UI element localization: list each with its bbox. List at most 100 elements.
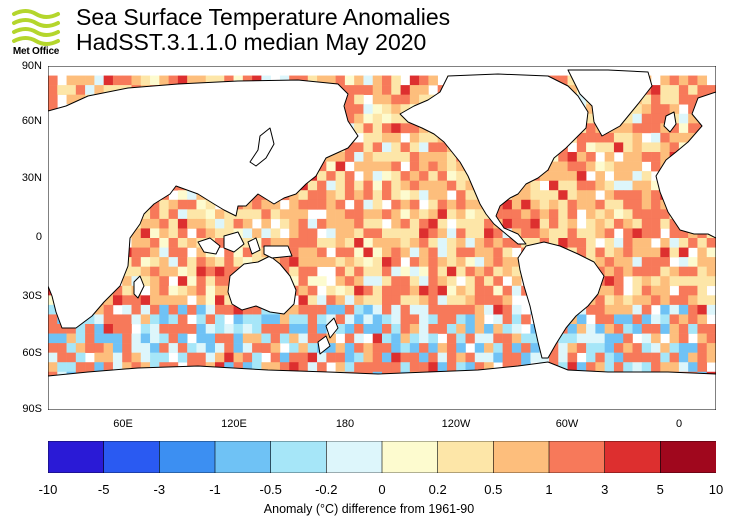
sst-grid-cell	[363, 199, 374, 210]
sst-grid-cell	[641, 180, 652, 191]
sst-grid-cell	[521, 209, 531, 220]
sst-grid-cell	[252, 228, 262, 239]
sst-grid-cell	[354, 295, 364, 306]
sst-grid-cell	[632, 266, 643, 277]
sst-grid-cell	[511, 257, 522, 267]
sst-grid-cell	[613, 343, 624, 353]
sst-grid-cell	[279, 238, 290, 248]
sst-grid-cell	[307, 75, 318, 86]
sst-grid-cell	[511, 352, 522, 363]
colorbar-tick-label: -10	[38, 482, 58, 497]
sst-grid-cell	[632, 247, 643, 258]
sst-grid-cell	[484, 352, 494, 363]
colorbar-swatch	[548, 441, 606, 473]
sst-grid-cell	[484, 266, 494, 277]
sst-grid-cell	[177, 352, 188, 363]
sst-grid-cell	[604, 199, 615, 210]
lon-label-60e: 60E	[113, 418, 133, 430]
sst-grid-cell	[344, 247, 355, 258]
sst-grid-cell	[623, 314, 633, 325]
sst-grid-cell	[595, 352, 605, 363]
sst-grid-cell	[400, 276, 411, 287]
sst-grid-cell	[539, 199, 550, 210]
sst-grid-cell	[326, 218, 336, 229]
eurasia-africa-land	[48, 79, 359, 329]
sst-grid-cell	[48, 352, 58, 363]
sst-grid-cell	[484, 362, 494, 373]
sst-grid-cell	[66, 343, 77, 353]
sst-grid-cell	[140, 362, 151, 373]
sst-grid-cell	[354, 238, 364, 248]
sst-grid-cell	[595, 257, 605, 267]
sst-grid-cell	[372, 257, 383, 267]
sst-grid-cell	[187, 199, 197, 210]
sst-grid-cell	[372, 171, 383, 181]
sst-grid-cell	[140, 333, 151, 344]
sst-grid-cell	[131, 314, 142, 325]
sst-grid-cell	[576, 190, 587, 201]
sst-grid-cell	[298, 190, 309, 201]
sst-grid-cell	[75, 85, 86, 95]
sst-grid-cell	[289, 238, 299, 248]
sst-grid-cell	[326, 199, 336, 210]
sst-grid-cell	[632, 314, 643, 325]
sst-grid-cell	[493, 209, 503, 220]
sst-grid-cell	[289, 228, 299, 239]
sst-grid-cell	[150, 285, 160, 296]
sst-grid-cell	[678, 352, 689, 363]
sst-grid-cell	[502, 304, 513, 315]
sst-grid-cell	[493, 295, 503, 306]
sst-grid-cell	[326, 190, 336, 201]
sst-grid-cell	[187, 285, 197, 296]
sst-grid-cell	[678, 324, 689, 334]
sst-grid-cell	[419, 238, 429, 248]
sst-grid-cell	[372, 85, 383, 95]
sst-grid-cell	[521, 333, 531, 344]
sst-grid-cell	[159, 238, 169, 248]
sst-grid-cell	[409, 85, 420, 95]
sst-grid-cell	[215, 209, 225, 220]
sst-grid-cell	[623, 247, 633, 258]
sst-grid-cell	[261, 324, 271, 334]
sst-grid-cell	[669, 314, 680, 325]
sst-grid-cell	[344, 142, 355, 153]
sst-grid-cell	[428, 199, 438, 210]
sst-grid-cell	[678, 266, 689, 277]
sst-grid-cell	[112, 352, 123, 363]
colorbar-tick-label: 0.5	[484, 482, 503, 497]
sst-grid-cell	[409, 94, 420, 105]
sst-grid-cell	[419, 161, 429, 172]
sst-grid-cell	[576, 238, 587, 248]
sst-grid-cell	[456, 257, 466, 267]
sst-grid-cell	[400, 199, 411, 210]
sst-grid-cell	[465, 285, 476, 296]
sst-grid-cell	[474, 228, 485, 239]
sst-grid-cell	[586, 190, 596, 201]
sst-grid-cell	[511, 276, 522, 287]
sst-grid-cell	[75, 362, 86, 373]
sst-grid-cell	[549, 238, 559, 248]
sst-grid-cell	[651, 199, 661, 210]
sst-grid-cell	[187, 75, 197, 86]
sst-grid-cell	[196, 247, 207, 258]
sst-grid-cell	[372, 123, 383, 134]
sst-grid-cell	[456, 362, 466, 373]
sst-grid-cell	[493, 333, 503, 344]
sst-grid-cell	[706, 257, 716, 267]
sst-grid-cell	[641, 266, 652, 277]
sst-grid-cell	[484, 247, 494, 258]
sst-grid-cell	[252, 314, 262, 325]
sst-grid-cell	[196, 276, 207, 287]
sst-grid-cell	[354, 123, 364, 134]
sst-grid-cell	[465, 362, 476, 373]
colorbar-swatch	[660, 441, 716, 473]
sst-grid-cell	[586, 142, 596, 153]
sst-grid-cell	[484, 285, 494, 296]
sst-grid-cell	[363, 142, 374, 153]
sst-grid-cell	[669, 343, 680, 353]
colorbar-swatch	[48, 441, 105, 473]
sst-grid-cell	[131, 257, 142, 267]
sst-grid-cell	[409, 276, 420, 287]
sst-grid-cell	[465, 314, 476, 325]
sst-grid-cell	[391, 161, 401, 172]
